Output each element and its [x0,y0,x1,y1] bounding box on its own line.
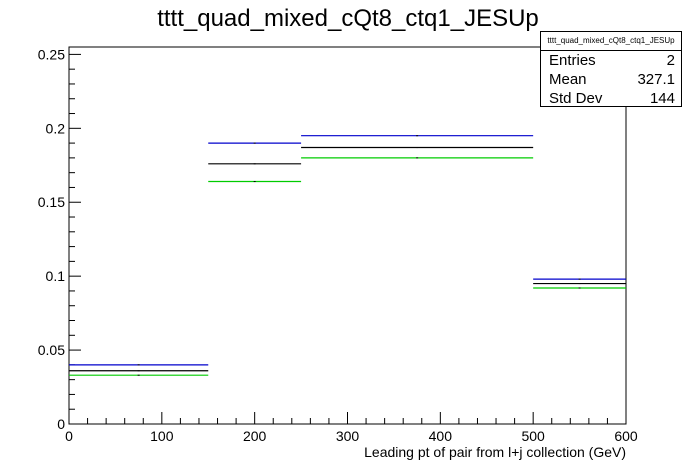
y-axis: 0 0.05 0.1 0.15 0.2 0.25 [38,46,81,432]
y-tick-label: 0.15 [38,194,65,210]
stats-row-stddev: Std Dev 144 [541,89,681,108]
series-2 [69,157,626,376]
x-tick-label: 200 [243,428,267,444]
stats-label: Entries [549,52,596,69]
x-tick-label: 0 [65,428,73,444]
stats-value: 2 [666,52,675,69]
stats-row-mean: Mean 327.1 [541,70,681,89]
stats-value: 144 [649,90,675,107]
stats-label: Mean [549,71,587,88]
x-tick-label: 300 [336,428,360,444]
series-layer [69,135,626,376]
y-tick-label: 0 [57,416,65,432]
x-tick-label: 600 [614,428,638,444]
stats-row-entries: Entries 2 [541,51,681,70]
y-tick-label: 0.1 [46,268,66,284]
x-tick-label: 100 [150,428,174,444]
x-axis: 0 100 200 300 400 500 600 [65,412,638,444]
chart-title: tttt_quad_mixed_cQt8_ctq1_JESUp [157,5,539,32]
stats-box-title: tttt_quad_mixed_cQt8_ctq1_JESUp [541,32,681,51]
y-tick-label: 0.05 [38,342,65,358]
x-tick-label: 500 [521,428,545,444]
x-axis-label: Leading pt of pair from l+j collection (… [364,444,626,460]
series-1 [69,146,626,372]
stats-box: tttt_quad_mixed_cQt8_ctq1_JESUp Entries … [540,31,682,107]
y-tick-label: 0.25 [38,46,65,62]
x-tick-label: 400 [429,428,453,444]
series-0 [69,135,626,366]
stats-value: 327.1 [637,71,675,88]
y-tick-label: 0.2 [46,120,66,136]
stats-label: Std Dev [549,90,603,107]
